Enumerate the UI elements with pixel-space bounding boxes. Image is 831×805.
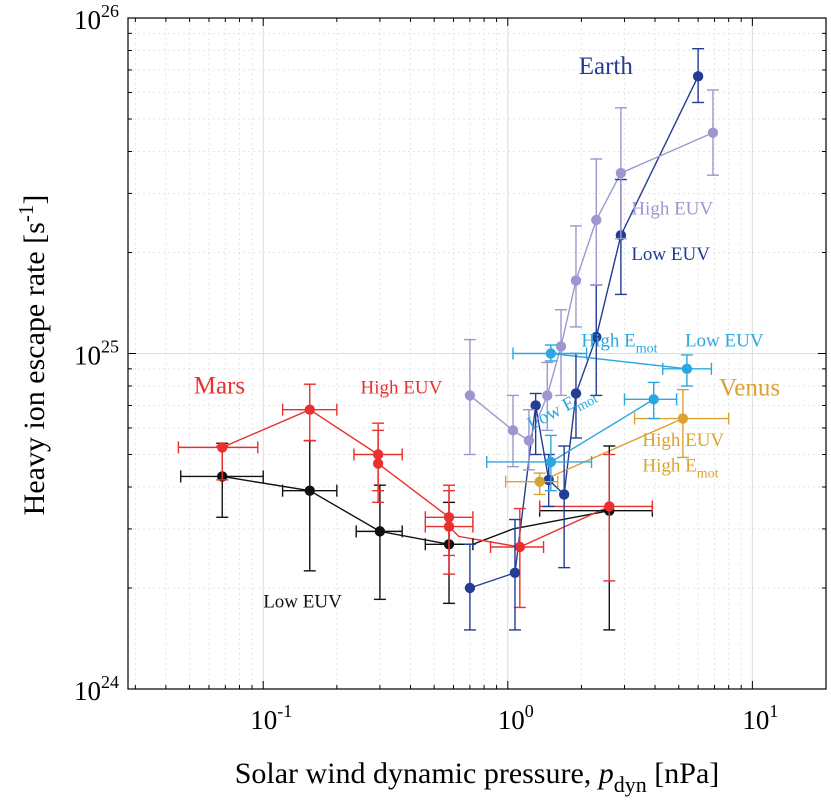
data-point-mars-low xyxy=(355,484,403,601)
data-point-earth-high xyxy=(463,338,476,456)
data-marker xyxy=(543,474,554,486)
x-tick-label: 101 xyxy=(742,701,778,735)
y-axis-label-sup: -1 xyxy=(14,205,38,223)
data-point-venus xyxy=(504,472,559,496)
series-line-venus-emot-high xyxy=(550,352,688,370)
data-marker xyxy=(372,458,384,469)
data-point-earth-high xyxy=(554,309,567,397)
axis-ticks: 10-1 100 101 1024 1025 1026 xyxy=(74,1,826,735)
annotation-venus-high-emot2: High Emot xyxy=(642,455,718,481)
annotation-venus-high-emot: High Emot xyxy=(581,330,657,356)
data-marker xyxy=(374,526,386,537)
data-marker xyxy=(692,71,704,82)
data-point-earth-low xyxy=(558,445,571,569)
data-marker xyxy=(677,413,689,424)
data-point-earth-high xyxy=(569,225,582,328)
data-marker xyxy=(464,390,476,401)
y-axis-label: Heavy ion escape rate [s-1] xyxy=(14,195,51,516)
data-marker xyxy=(509,567,521,578)
data-point-earth-low xyxy=(463,543,476,631)
data-point-mars-high xyxy=(372,429,385,504)
data-marker xyxy=(542,390,553,401)
data-marker xyxy=(514,541,526,553)
x-axis-label: Solar wind dynamic pressure, pdyn [nPa] xyxy=(235,757,720,797)
annotation-venus-high-euv: High EUV xyxy=(642,430,724,451)
data-marker xyxy=(558,489,570,500)
annotation-mars: Mars xyxy=(194,372,245,399)
data-point-venus-emot xyxy=(512,344,588,362)
x-axis-label-main: Solar wind dynamic pressure, xyxy=(235,757,599,790)
data-marker xyxy=(304,404,315,415)
y-tick-label: 1025 xyxy=(74,337,119,371)
data-marker xyxy=(707,127,719,138)
data-marker xyxy=(681,363,693,375)
data-marker xyxy=(304,485,315,496)
data-point-venus-emot xyxy=(486,434,593,492)
data-point-earth-high xyxy=(522,408,535,471)
annotation-mars-high-euv: High EUV xyxy=(361,377,443,398)
data-marker xyxy=(615,167,627,179)
data-point-earth-low xyxy=(529,392,542,456)
data-point-earth-high xyxy=(706,89,719,176)
data-point-earth-low xyxy=(508,518,521,631)
x-axis-label-var: p xyxy=(597,757,614,790)
y-tick-label: 1024 xyxy=(74,672,119,706)
annotation-venus-low-euv: Low EUV xyxy=(685,330,764,351)
data-point-venus-emot xyxy=(623,381,678,420)
data-marker xyxy=(507,425,519,436)
data-marker xyxy=(570,388,582,399)
data-point-mars-high xyxy=(538,453,654,582)
annotation-earth-high-euv: High EUV xyxy=(631,198,713,219)
data-marker xyxy=(648,394,659,405)
y-tick-label: 1026 xyxy=(74,1,119,35)
data-marker xyxy=(464,582,476,594)
data-marker xyxy=(534,476,545,487)
data-marker xyxy=(545,456,557,468)
annotations: Earth High EUV Low EUV High Emot Low EUV Low … xyxy=(194,53,780,612)
data-point-mars-high xyxy=(489,507,545,609)
data-marker xyxy=(523,435,535,446)
x-axis-label-sub: dyn xyxy=(614,772,647,797)
data-point-venus-emot xyxy=(662,354,713,387)
x-tick-label: 10-1 xyxy=(250,701,292,735)
data-point-mars-high xyxy=(281,383,338,442)
data-point-earth-low xyxy=(692,48,705,104)
data-marker xyxy=(604,501,615,512)
data-point-earth-high xyxy=(614,107,627,240)
y-axis-label-main: Heavy ion escape rate [s xyxy=(18,222,51,515)
annotation-earth-low-euv: Low EUV xyxy=(631,244,710,265)
data-marker xyxy=(591,331,602,343)
data-marker xyxy=(443,521,455,532)
x-tick-label: 100 xyxy=(498,701,534,735)
data-marker xyxy=(591,214,602,226)
y-axis-label-end: ] xyxy=(18,195,51,205)
data-point-earth-high xyxy=(506,394,519,468)
data-point-earth-high xyxy=(541,361,554,432)
data-marker xyxy=(555,341,567,352)
x-axis-label-unit: [nPa] xyxy=(647,757,719,790)
data-point-earth-high xyxy=(590,158,603,286)
data-marker xyxy=(570,275,582,286)
data-marker xyxy=(530,400,541,411)
data-point-mars-high xyxy=(177,441,259,481)
data-series xyxy=(177,48,730,631)
data-marker xyxy=(545,348,557,359)
annotation-venus: Venus xyxy=(719,374,780,401)
annotation-earth: Earth xyxy=(579,53,634,80)
series-line-venus-emot-low xyxy=(550,398,655,463)
data-point-mars-high xyxy=(424,489,474,575)
annotation-mars-low-euv: Low EUV xyxy=(263,591,342,612)
data-marker xyxy=(217,442,228,453)
